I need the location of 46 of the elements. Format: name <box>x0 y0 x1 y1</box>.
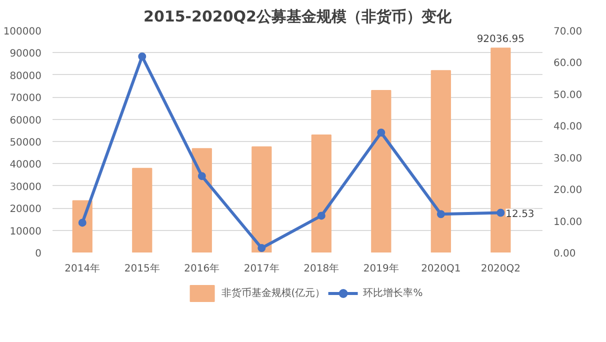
point <box>377 128 386 137</box>
y-tick-label: 0 <box>35 248 42 260</box>
point <box>198 172 206 180</box>
data-label: 12.53 <box>506 208 534 220</box>
x-tick-label: 2018年 <box>304 262 340 274</box>
y-tick-label: 100000 <box>3 26 42 38</box>
bar <box>430 70 451 252</box>
y-tick-label: 60000 <box>10 115 42 126</box>
y-tick-label: 30000 <box>10 182 42 193</box>
bar <box>132 168 152 252</box>
legend-label: 非货币基金规模(亿元） <box>221 286 326 300</box>
legend-label: 环比增长率% <box>363 286 423 300</box>
x-tick-label: 2020Q2 <box>480 264 521 274</box>
point <box>436 210 445 218</box>
x-tick-label: 2016年 <box>184 262 220 274</box>
y-tick-label: 40000 <box>10 160 42 171</box>
y-tick-label: 90000 <box>10 48 42 60</box>
bar <box>192 148 212 252</box>
chart-title: 2015-2020Q2公募基金规模（非货币）变化 <box>144 8 452 26</box>
data-label: 92036.95 <box>476 34 525 46</box>
y2-tick-label: 20.00 <box>554 185 582 196</box>
y2-tick-label: 50.00 <box>554 90 582 101</box>
y2-tick-label: 40.00 <box>554 122 582 133</box>
point <box>78 218 86 227</box>
point <box>317 212 326 220</box>
point <box>138 52 146 60</box>
x-tick-label: 2014年 <box>64 262 100 274</box>
bar <box>311 134 332 252</box>
x-tick-label: 2020Q1 <box>421 264 461 274</box>
y-tick-label: 70000 <box>10 93 42 104</box>
y2-tick-label: 60.00 <box>554 58 582 70</box>
y-tick-label: 80000 <box>10 70 42 82</box>
x-tick-label: 2015年 <box>124 262 160 274</box>
bar <box>371 90 392 252</box>
x-tick-label: 2017年 <box>244 262 280 274</box>
y-tick-label: 50000 <box>10 138 42 148</box>
y-tick-label: 10000 <box>10 226 42 238</box>
y2-tick-label: 0.00 <box>554 248 576 260</box>
y2-tick-label: 70.00 <box>554 26 582 38</box>
y2-tick-label: 30.00 <box>554 153 582 164</box>
y-tick-label: 20000 <box>10 204 42 216</box>
y2-tick-label: 10.00 <box>554 216 582 228</box>
x-tick-label: 2019年 <box>363 262 399 274</box>
point <box>258 244 266 252</box>
point <box>496 208 505 217</box>
bar <box>252 146 272 252</box>
